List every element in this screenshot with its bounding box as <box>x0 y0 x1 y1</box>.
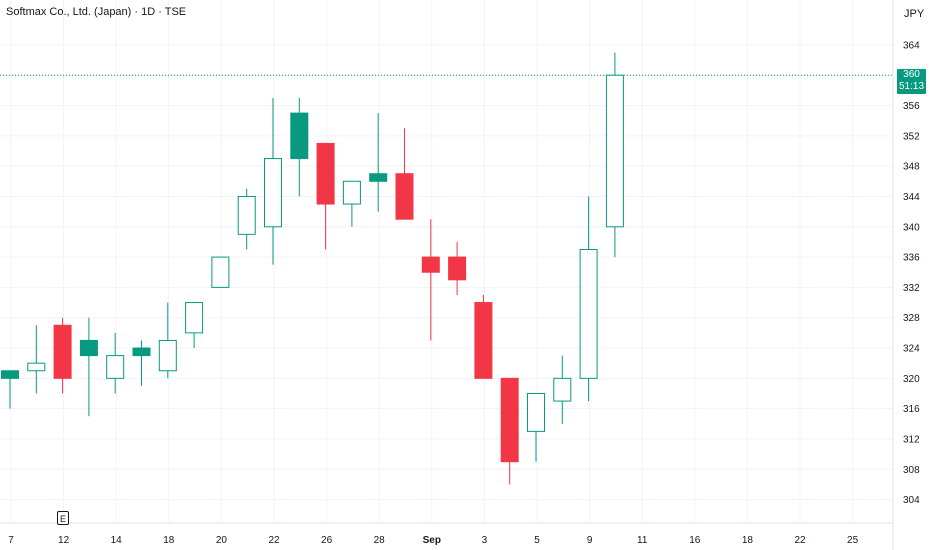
x-tick-label: 20 <box>216 535 228 546</box>
candle-body <box>395 173 414 220</box>
y-tick-label: 340 <box>903 222 920 233</box>
candle-body <box>421 256 440 273</box>
earnings-event-marker[interactable]: E <box>57 511 69 525</box>
x-tick-label: 9 <box>587 535 593 546</box>
last-price-value: 360 <box>903 69 920 80</box>
x-tick-label: 18 <box>163 535 175 546</box>
x-tick-label: 12 <box>58 535 70 546</box>
candle-body <box>79 339 98 357</box>
y-tick-label: 316 <box>903 404 920 415</box>
x-tick-label: 7 <box>8 535 14 546</box>
y-tick-label: 332 <box>903 283 920 294</box>
y-tick-label: 320 <box>903 374 920 385</box>
bar-countdown: 51:13 <box>898 81 925 92</box>
candle-body <box>527 392 545 432</box>
candle-body <box>158 339 177 372</box>
x-tick-label: 22 <box>268 535 280 546</box>
candle-body <box>211 256 230 288</box>
candle-body <box>605 74 624 228</box>
candle-body <box>132 347 151 357</box>
candle-body <box>53 324 72 379</box>
candle-body <box>316 142 335 205</box>
candle-body <box>290 112 309 160</box>
y-tick-label: 344 <box>903 192 920 203</box>
x-tick-label: 25 <box>847 535 859 546</box>
x-tick-label: Sep <box>423 535 441 546</box>
y-tick-label: 348 <box>903 162 920 173</box>
candle-body <box>553 377 572 402</box>
candle-body <box>237 195 256 235</box>
x-tick-label: 22 <box>794 535 806 546</box>
candle-body <box>369 173 388 182</box>
y-tick-label: 312 <box>903 434 920 445</box>
chart-title[interactable]: Softmax Co., Ltd. (Japan) · 1D · TSE <box>6 6 187 18</box>
y-tick-label: 356 <box>903 101 920 112</box>
x-tick-label: 11 <box>637 535 648 546</box>
x-tick-label: 28 <box>374 535 386 546</box>
y-tick-label: 324 <box>903 344 920 355</box>
currency-label[interactable]: JPY <box>904 8 925 20</box>
candle-body <box>1 370 19 379</box>
candle-body <box>579 249 598 379</box>
last-price-badge: 360 51:13 <box>897 69 926 94</box>
y-tick-label: 352 <box>903 131 920 142</box>
candle-body <box>474 302 493 379</box>
candle-body <box>106 355 125 379</box>
x-tick-label: 14 <box>111 535 123 546</box>
candle-body <box>500 377 519 463</box>
x-tick-label: 3 <box>482 535 488 546</box>
y-tick-label: 304 <box>903 495 920 506</box>
candle-body <box>185 302 204 334</box>
y-tick-label: 328 <box>903 313 920 324</box>
x-tick-label: 5 <box>534 535 540 546</box>
y-tick-label: 308 <box>903 465 920 476</box>
x-tick-label: 26 <box>321 535 333 546</box>
x-tick-label: 18 <box>742 535 754 546</box>
candle-body <box>342 180 361 205</box>
y-tick-label: 364 <box>903 40 920 51</box>
candle-body <box>448 256 467 281</box>
y-tick-label: 336 <box>903 253 920 264</box>
candle-body <box>27 362 46 372</box>
x-tick-label: 16 <box>689 535 701 546</box>
candle-body <box>264 158 282 228</box>
